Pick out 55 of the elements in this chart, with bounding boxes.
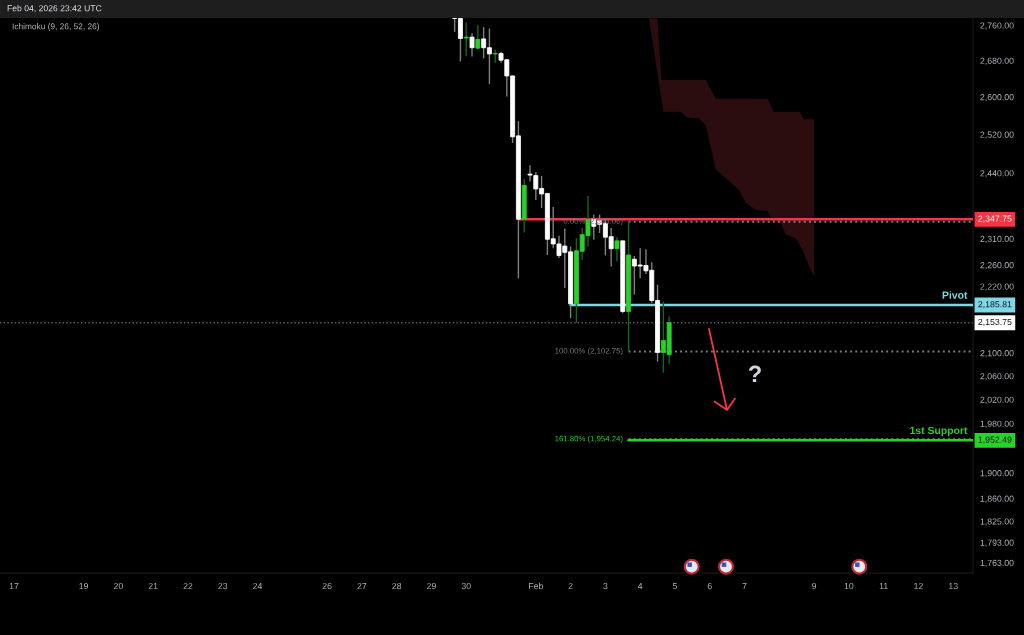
- candlestick: [457, 18, 463, 63]
- x-tick-label: 5: [672, 583, 678, 590]
- candlestick: [614, 236, 620, 262]
- ref-line-label: 2,153.75: [978, 318, 1012, 327]
- x-tick-label: 3: [603, 582, 608, 590]
- y-tick-label: 1,763.00: [980, 559, 1014, 568]
- x-tick-label: 23: [218, 582, 228, 590]
- x-tick-label: 2: [568, 582, 573, 590]
- y-tick-label: 1,980.00: [980, 420, 1014, 428]
- y-tick-label: 1,860.00: [980, 495, 1014, 503]
- x-tick-label: Feb: [528, 582, 543, 590]
- x-tick-label: 27: [357, 582, 367, 590]
- x-tick-label: 21: [148, 582, 158, 590]
- x-tick-label: 19: [79, 582, 89, 590]
- x-tick-label: 17: [9, 583, 19, 590]
- x-tick-label: 20: [113, 582, 123, 590]
- series-label: 1st Support: [910, 426, 968, 437]
- annotation: ?: [748, 365, 761, 383]
- data-label: 2,347.75: [978, 215, 1012, 223]
- x-tick-label: 26: [322, 582, 332, 590]
- x-tick-label: 7: [742, 583, 747, 590]
- y-tick-label: 1,793.00: [980, 539, 1014, 547]
- y-tick-label: 2,310.00: [980, 235, 1014, 244]
- annotation: Ichimoku (9, 26, 52, 26): [12, 23, 100, 31]
- y-tick-label: 2,220.00: [980, 283, 1014, 291]
- x-tick-label: 12: [914, 582, 923, 590]
- y-tick-label: 2,520.00: [980, 131, 1014, 139]
- x-tick-label: 24: [253, 582, 263, 590]
- data-label: 2,185.81: [978, 301, 1012, 309]
- y-tick-label: 2,440.00: [980, 170, 1014, 178]
- x-tick-label: 4: [637, 583, 643, 590]
- x-tick-label: 6: [707, 582, 712, 590]
- x-tick-label: 29: [427, 582, 436, 590]
- x-tick-label: 28: [392, 582, 402, 590]
- y-tick-label: 2,600.00: [980, 94, 1014, 102]
- candlestick: [469, 32, 475, 58]
- x-tick-label: 13: [949, 582, 958, 590]
- y-tick-label: 2,760.00: [980, 22, 1014, 30]
- y-tick-label: 1,825.00: [980, 518, 1014, 526]
- y-tick-label: 2,100.00: [980, 350, 1014, 358]
- y-tick-label: 2,020.00: [980, 396, 1014, 404]
- text: Feb 04, 2026 23:42 UTC: [7, 4, 102, 13]
- x-tick-label: 30: [461, 582, 471, 590]
- x-tick-label: 11: [879, 583, 888, 590]
- data-label: 1,952.49: [978, 436, 1012, 444]
- x-tick-label: 22: [183, 582, 193, 590]
- y-tick-label: 2,060.00: [980, 373, 1014, 381]
- series-label: Pivot: [942, 291, 968, 299]
- x-tick-label: 9: [812, 582, 817, 590]
- y-tick-label: 2,260.00: [980, 262, 1014, 270]
- y-tick-label: 1,900.00: [980, 470, 1014, 478]
- candlestick: [463, 21, 469, 57]
- x-tick-label: 10: [844, 582, 854, 590]
- y-tick-label: 2,680.00: [980, 57, 1014, 65]
- candlestick: [475, 24, 481, 51]
